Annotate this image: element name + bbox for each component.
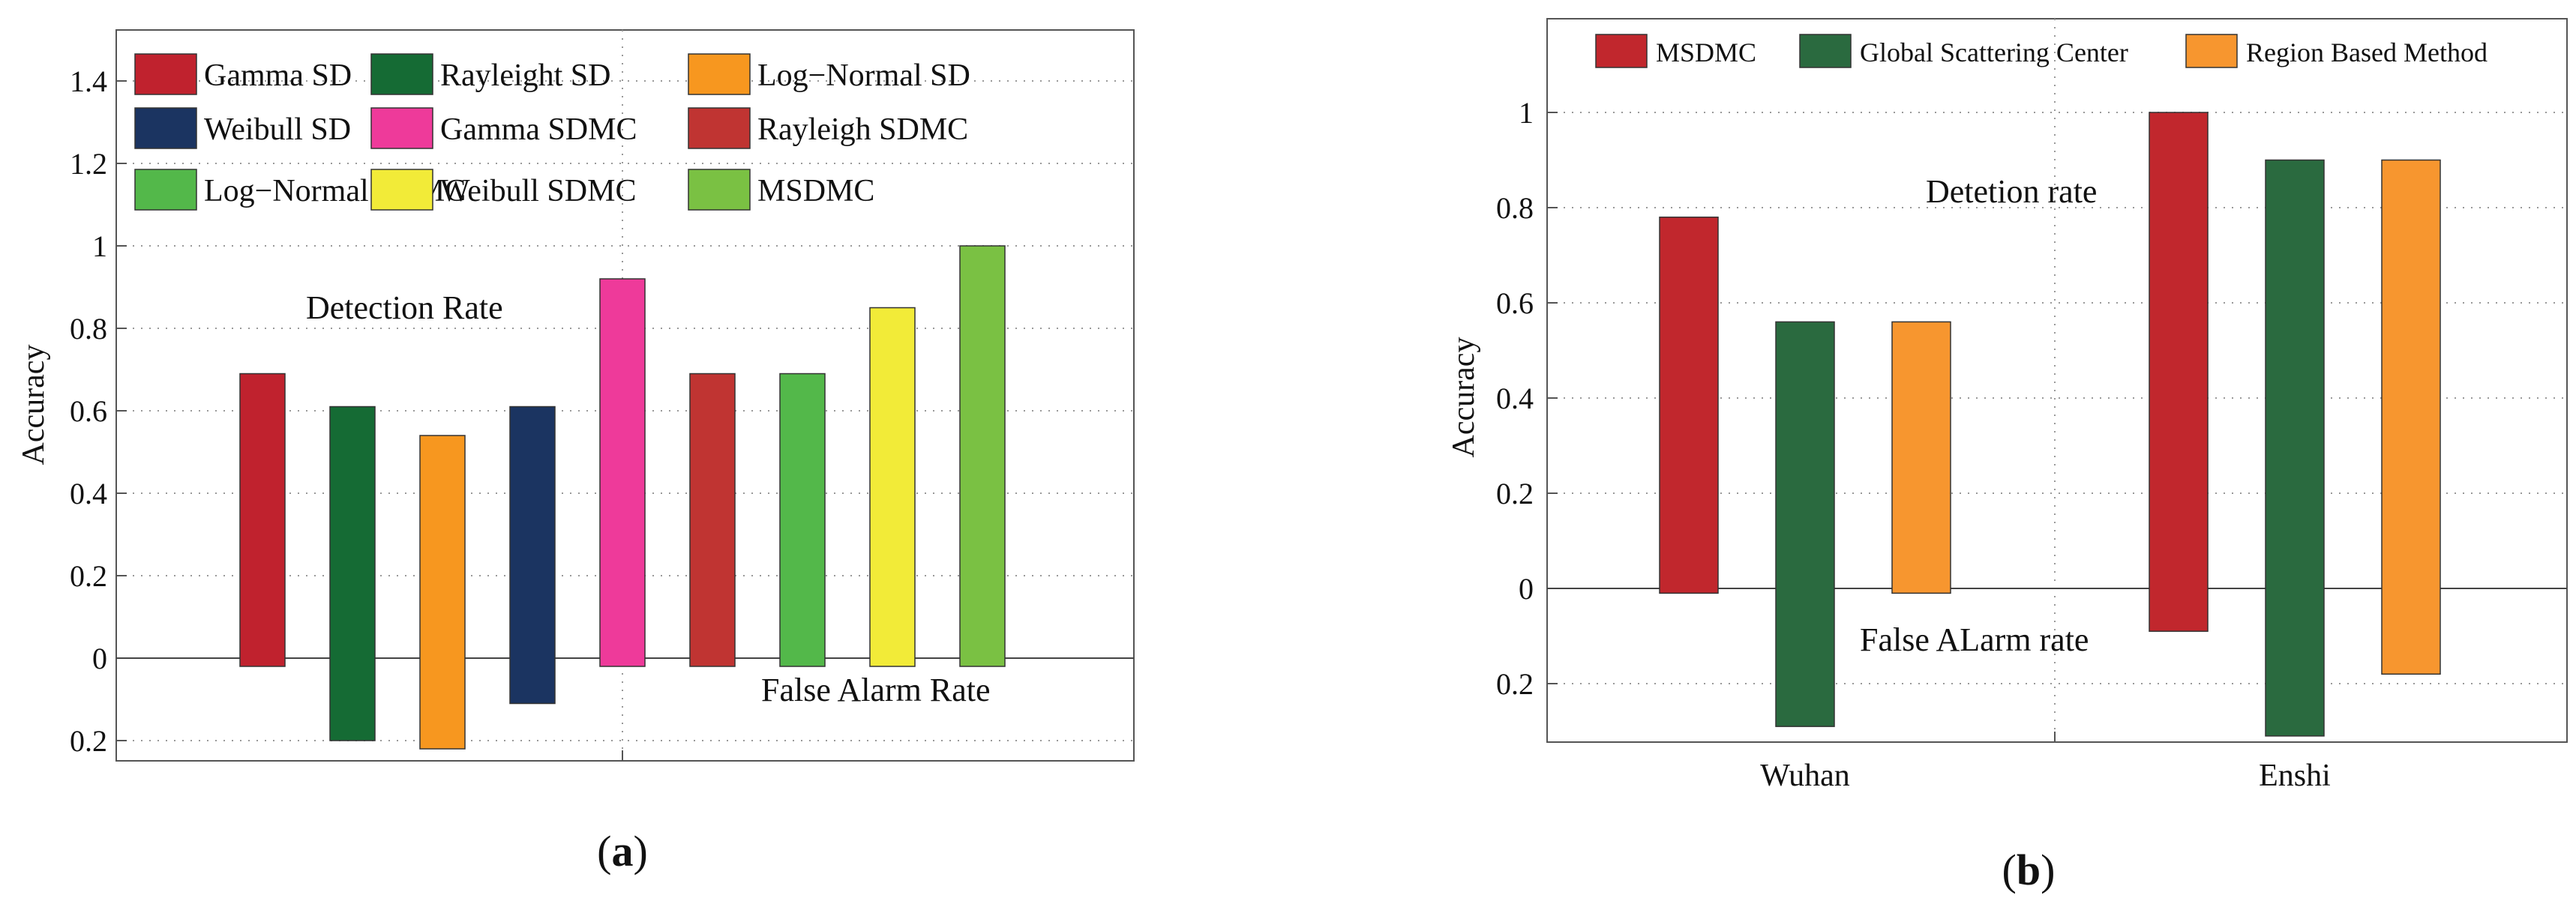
y-axis-label: Accuracy xyxy=(1447,337,1481,458)
y-tick-label: 1.2 xyxy=(70,147,107,181)
bar xyxy=(2149,112,2209,632)
y-axis-label: Accuracy xyxy=(16,345,51,465)
y-tick-label: 1 xyxy=(1519,96,1534,130)
y-tick-label: 0.2 xyxy=(70,559,107,593)
legend-label: Weibull SDMC xyxy=(440,174,636,208)
y-tick-label: 1.4 xyxy=(70,64,107,98)
y-tick-label: 0.2 xyxy=(70,724,107,758)
bar xyxy=(2265,159,2325,737)
legend-swatch xyxy=(688,107,751,149)
bar xyxy=(1891,321,1951,594)
legend-label: Global Scattering Center xyxy=(1860,37,2128,67)
legend-label: Gamma SDMC xyxy=(440,112,637,147)
bar xyxy=(1659,216,1719,594)
y-tick-label: 0.6 xyxy=(1496,286,1534,320)
x-category-label: Enshi xyxy=(2259,759,2331,793)
annotation-false-alarm-rate: False Alarm Rate xyxy=(761,672,991,708)
y-tick-label: 0.2 xyxy=(1496,477,1534,510)
y-tick-label: 0.6 xyxy=(70,394,107,428)
legend-swatch xyxy=(370,169,433,211)
bar xyxy=(2381,159,2441,675)
legend-swatch xyxy=(134,169,197,211)
y-tick-label: 0.4 xyxy=(1496,382,1534,415)
y-tick-label: 0 xyxy=(92,642,107,675)
bar xyxy=(599,278,646,667)
y-tick-label: 0.8 xyxy=(70,312,107,346)
annotation-detection-rate: Detection Rate xyxy=(306,289,503,326)
bar xyxy=(869,307,916,667)
legend-label: MSDMC xyxy=(757,174,874,208)
legend-swatch xyxy=(370,107,433,149)
panel-label-a: (a) xyxy=(597,827,648,876)
legend-swatch xyxy=(134,53,197,95)
chart-b: 1 0.8 0.6 0.4 0.2 0 0.2 Accuracy Wuhan Enshi Detet… xyxy=(1447,18,2568,894)
legend-label: MSDMC xyxy=(1656,37,1756,67)
chart-a: 1.4 1.2 1 0.8 0.6 0.4 0.2 0 0.2 Accuracy Detection… xyxy=(16,29,1135,876)
legend-swatch xyxy=(688,169,751,211)
plot-frame-a xyxy=(115,29,1135,762)
plot-frame-b xyxy=(1546,18,2568,743)
x-category-label: Wuhan xyxy=(1760,759,1850,793)
y-tick-label: 1 xyxy=(92,229,107,263)
bar xyxy=(689,373,736,667)
legend-swatch xyxy=(2185,34,2238,68)
legend-swatch xyxy=(1595,34,1648,68)
bar xyxy=(419,435,466,750)
y-tick-label: 0.2 xyxy=(1496,667,1534,701)
bar xyxy=(959,245,1006,667)
bar xyxy=(239,373,286,667)
legend-label: Region Based Method xyxy=(2246,37,2488,67)
legend-swatch xyxy=(1799,34,1852,68)
y-tick-label: 0 xyxy=(1519,572,1534,606)
bar xyxy=(779,373,826,667)
bar xyxy=(509,406,556,705)
legend-swatch xyxy=(688,53,751,95)
legend-label: Log−Normal SD xyxy=(757,58,970,93)
panel-label-b: (b) xyxy=(2002,846,2056,894)
legend-label: Weibull SD xyxy=(204,112,351,147)
y-tick-label: 0.8 xyxy=(1496,191,1534,225)
legend-label: Rayleight SD xyxy=(440,58,611,93)
annotation-detection-rate: Detetion rate xyxy=(1926,173,2097,210)
legend-label: Rayleigh SDMC xyxy=(757,112,968,147)
legend-swatch xyxy=(370,53,433,95)
legend-swatch xyxy=(134,107,197,149)
bar xyxy=(329,406,376,741)
y-tick-label: 0.4 xyxy=(70,477,107,510)
legend-label: Gamma SD xyxy=(204,58,352,93)
bar xyxy=(1775,321,1835,727)
annotation-false-alarm-rate: False ALarm rate xyxy=(1860,621,2089,658)
